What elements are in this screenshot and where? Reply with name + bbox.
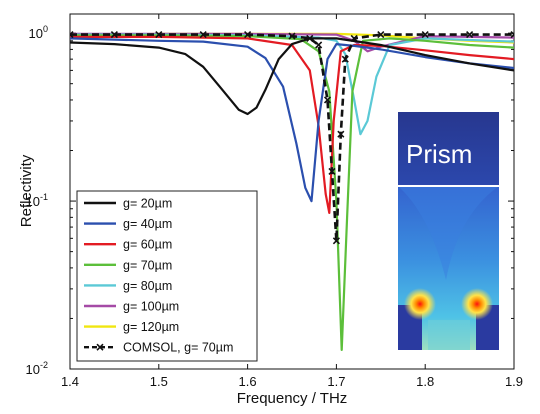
comsol-marker xyxy=(110,31,118,39)
series-line-0 xyxy=(70,37,514,116)
y-tick-label: 100 xyxy=(29,24,48,41)
comsol-marker xyxy=(466,31,474,39)
legend-label-7: COMSOL, g= 70µm xyxy=(123,341,233,355)
comsol-marker xyxy=(377,31,385,39)
y-tick-label: 10-1 xyxy=(26,192,48,209)
y-tick-exponent: -2 xyxy=(40,360,48,370)
comsol-marker xyxy=(306,34,314,42)
comsol-marker xyxy=(332,237,340,245)
x-tick-label: 1.6 xyxy=(239,374,257,389)
comsol-marker xyxy=(350,34,358,42)
legend-box xyxy=(76,190,258,362)
comsol-marker xyxy=(70,31,74,39)
y-tick-label: 10-2 xyxy=(26,360,48,377)
comsol-marker xyxy=(421,31,429,39)
y-tick-exponent: -1 xyxy=(40,192,48,202)
y-tick-base: 10 xyxy=(26,194,40,209)
x-tick-label: 1.9 xyxy=(505,374,523,389)
legend-label-0: g= 20µm xyxy=(123,197,172,211)
comsol-marker xyxy=(337,130,345,138)
series-line-1 xyxy=(70,37,514,203)
legend-label-2: g= 60µm xyxy=(123,238,172,252)
comsol-marker xyxy=(315,41,323,49)
comsol-marker xyxy=(288,32,296,40)
prism-inset: Prism xyxy=(398,112,499,350)
comsol-marker xyxy=(244,31,252,39)
legend-label-4: g= 80µm xyxy=(123,279,172,293)
legend-label-6: g= 120µm xyxy=(123,320,179,334)
series-line-3 xyxy=(70,34,514,351)
comsol-marker xyxy=(323,96,332,104)
y-tick-exponent: 0 xyxy=(43,24,48,34)
comsol-marker xyxy=(199,31,207,39)
x-tick-label: 1.5 xyxy=(150,374,168,389)
prism-label: Prism xyxy=(406,139,472,169)
x-tick-label: 1.8 xyxy=(416,374,434,389)
comsol-marker xyxy=(510,31,514,39)
x-tick-label: 1.4 xyxy=(61,374,79,389)
series-line-2 xyxy=(70,35,514,214)
comsol-marker xyxy=(328,167,336,176)
legend-marker-7 xyxy=(96,343,104,351)
legend: g= 20µm g= 40µm g= 60µm g= 70µm g= 80µm g= 10… xyxy=(76,190,258,362)
comsol-marker xyxy=(341,55,349,63)
series-layer xyxy=(70,31,514,351)
y-tick-base: 10 xyxy=(29,26,43,41)
legend-label-1: g= 40µm xyxy=(123,217,172,231)
y-tick-base: 10 xyxy=(26,362,40,377)
comsol-marker xyxy=(155,31,163,39)
legend-label-3: g= 70µm xyxy=(123,258,172,272)
series-line-7 xyxy=(70,33,514,243)
legend-label-5: g= 100µm xyxy=(123,300,179,314)
x-axis-title: Frequency / THz xyxy=(237,390,348,407)
y-axis-title: Reflectivity xyxy=(18,154,35,227)
x-tick-label: 1.7 xyxy=(327,374,345,389)
